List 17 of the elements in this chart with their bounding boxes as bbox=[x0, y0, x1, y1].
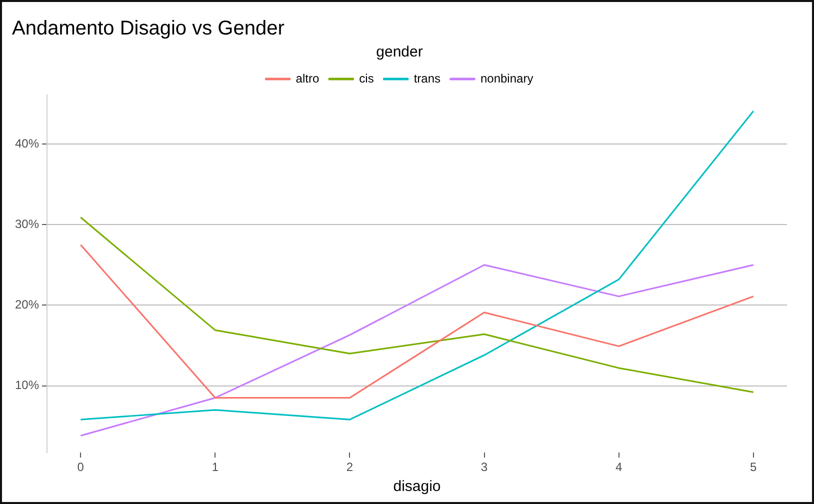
legend-label: trans bbox=[414, 71, 440, 86]
y-tick-label: 20% bbox=[14, 298, 40, 312]
x-tick-label: 0 bbox=[77, 460, 84, 474]
legend-title: gender bbox=[376, 44, 423, 61]
x-tick-label: 1 bbox=[212, 460, 219, 474]
y-tick-label: 10% bbox=[14, 378, 40, 392]
legend-label: nonbinary bbox=[480, 71, 534, 86]
x-tick-label: 2 bbox=[346, 460, 354, 474]
x-tick-label: 5 bbox=[750, 460, 758, 474]
chart-title: Andamento Disagio vs Gender bbox=[12, 18, 285, 40]
x-axis-title: disagio bbox=[393, 478, 441, 496]
y-tick-label: 30% bbox=[14, 216, 40, 231]
x-tick-label: 3 bbox=[480, 460, 488, 474]
x-tick-label: 4 bbox=[615, 460, 622, 474]
legend-label: altro bbox=[296, 71, 320, 86]
legend-label: cis bbox=[359, 71, 374, 86]
y-tick-label: 40% bbox=[14, 136, 40, 150]
